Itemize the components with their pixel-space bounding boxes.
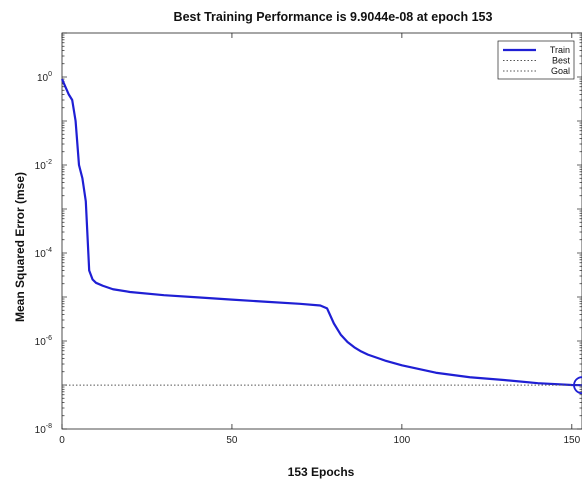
best-point-marker: [573, 376, 582, 395]
y-tick-label: 10-6: [35, 335, 52, 348]
y-tick-label: 10-4: [35, 247, 52, 260]
plot-area: [61, 32, 582, 430]
chart-title: Best Training Performance is 9.9044e-08 …: [174, 10, 493, 24]
legend-label-best: Best: [552, 56, 571, 66]
y-tick-label: 100: [37, 71, 52, 84]
y-axis-title: Mean Squared Error (mse): [13, 172, 27, 322]
legend-label-goal: Goal: [551, 66, 570, 76]
x-tick-label: 100: [394, 435, 411, 446]
x-axis-title: 153 Epochs: [288, 465, 355, 479]
x-tick-label: 150: [563, 435, 580, 446]
x-tick-label: 50: [226, 435, 238, 446]
legend-label-train: Train: [550, 45, 570, 55]
series-layer: [60, 78, 582, 395]
y-tick-label: 10-2: [35, 159, 52, 172]
series-line-train: [60, 78, 582, 387]
y-tick-label: 10-8: [35, 423, 52, 436]
x-tick-label: 0: [59, 435, 65, 446]
